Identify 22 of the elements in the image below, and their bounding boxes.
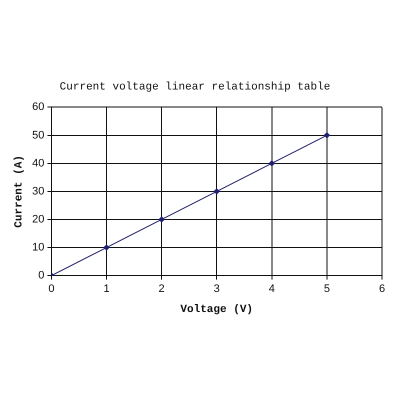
x-tick-label: 2	[158, 283, 165, 296]
x-tick-label: 4	[268, 283, 275, 296]
x-tick-label: 5	[324, 283, 330, 296]
y-tick-label: 20	[32, 214, 44, 226]
x-axis-title: Voltage (V)	[180, 304, 254, 316]
y-tick-label: 0	[38, 270, 44, 282]
y-tick-label: 40	[32, 157, 44, 170]
point	[214, 188, 220, 194]
point	[268, 160, 275, 166]
y-tick-label: 30	[32, 185, 44, 198]
chart-title: Current voltage linear relationship table	[60, 82, 330, 94]
point	[104, 244, 110, 251]
x-tick-label: 3	[214, 283, 220, 296]
y-tick-label: 60	[32, 101, 44, 114]
y-tick-label: 10	[32, 242, 44, 254]
x-tick-label: 0	[48, 283, 54, 296]
y-tick-label: 50	[32, 129, 44, 142]
x-tick-label: 6	[378, 283, 386, 296]
x-tick-label: 1	[103, 283, 110, 296]
point	[158, 216, 165, 222]
y-axis-title: Current (A)	[13, 155, 26, 228]
point	[324, 132, 330, 138]
